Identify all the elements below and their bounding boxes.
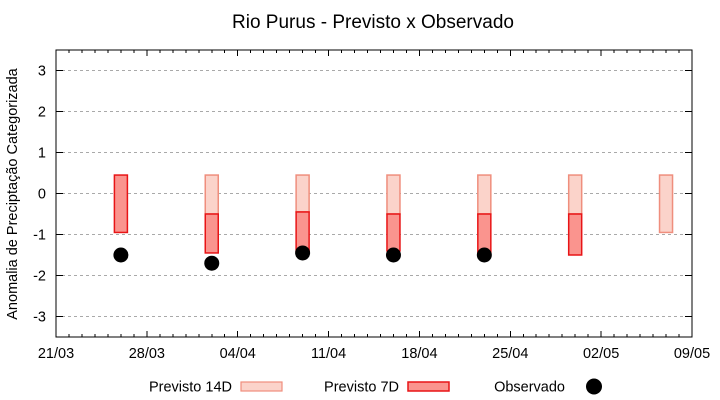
previsto-7d-bar-3	[386, 213, 401, 252]
y-tick-label: -3	[33, 310, 46, 326]
legend-label: Previsto 14D	[149, 380, 232, 396]
previsto-14d-bar-4	[477, 174, 492, 215]
y-tick-labels-group: 3 2 1 0 -1 -2 -3	[33, 64, 46, 326]
previsto-14d-bar-5	[567, 174, 583, 215]
forecast-bars-group	[113, 174, 674, 256]
legend-swatch-previsto-7d	[407, 381, 450, 392]
previsto-7d-bar-2	[295, 211, 310, 252]
x-tick-label: 11/04	[311, 346, 346, 362]
observado-dot-2	[295, 245, 311, 261]
observed-dots-group	[113, 245, 492, 271]
x-tick-label: 25/04	[492, 346, 528, 362]
observado-dot-4	[476, 247, 492, 263]
y-tick-label: 2	[38, 105, 46, 121]
observado-dot-0	[113, 247, 129, 263]
y-tick-label: 0	[38, 187, 46, 203]
previsto-7d-bar-4	[477, 213, 492, 254]
previsto-7d-bar-1	[204, 213, 220, 254]
legend-swatch-previsto-14d	[240, 381, 283, 392]
previsto-14d-bar-1	[204, 174, 220, 215]
observado-dot-3	[385, 247, 401, 263]
previsto-14d-bar-6	[658, 174, 674, 234]
y-tick-label: -1	[33, 228, 46, 244]
x-tick-label: 18/04	[401, 346, 437, 362]
x-tick-label: 02/05	[583, 346, 619, 362]
y-axis-label: Anomalia de Preciptação Categorizada	[5, 67, 21, 319]
observado-dot-1	[204, 255, 220, 271]
y-tick-label: 1	[38, 146, 46, 162]
x-tick-label: 04/04	[220, 346, 256, 362]
y-tick-label: -2	[33, 269, 46, 285]
chart-title: Rio Purus - Previsto x Observado	[232, 12, 514, 33]
axis-ticks-group	[55, 50, 693, 337]
legend-swatch-observado-dot	[586, 378, 602, 395]
legend: Previsto 14D Previsto 7D Observado	[149, 378, 602, 396]
previsto-7d-bar-0	[113, 174, 129, 234]
gridlines-group	[56, 70, 692, 317]
previsto-14d-bar-2	[295, 174, 310, 213]
previsto-14d-bar-3	[386, 174, 401, 215]
x-tick-label: 09/05	[674, 346, 710, 362]
y-tick-label: 3	[38, 64, 46, 80]
legend-label: Previsto 7D	[324, 380, 399, 396]
x-tick-label: 28/03	[129, 346, 165, 362]
legend-label: Observado	[494, 380, 565, 396]
x-tick-labels-group: 21/03 28/03 04/04 11/04 18/04 25/04 02/05 09/05	[38, 346, 710, 362]
x-tick-label: 21/03	[38, 346, 74, 362]
previsto-7d-bar-5	[567, 213, 583, 256]
